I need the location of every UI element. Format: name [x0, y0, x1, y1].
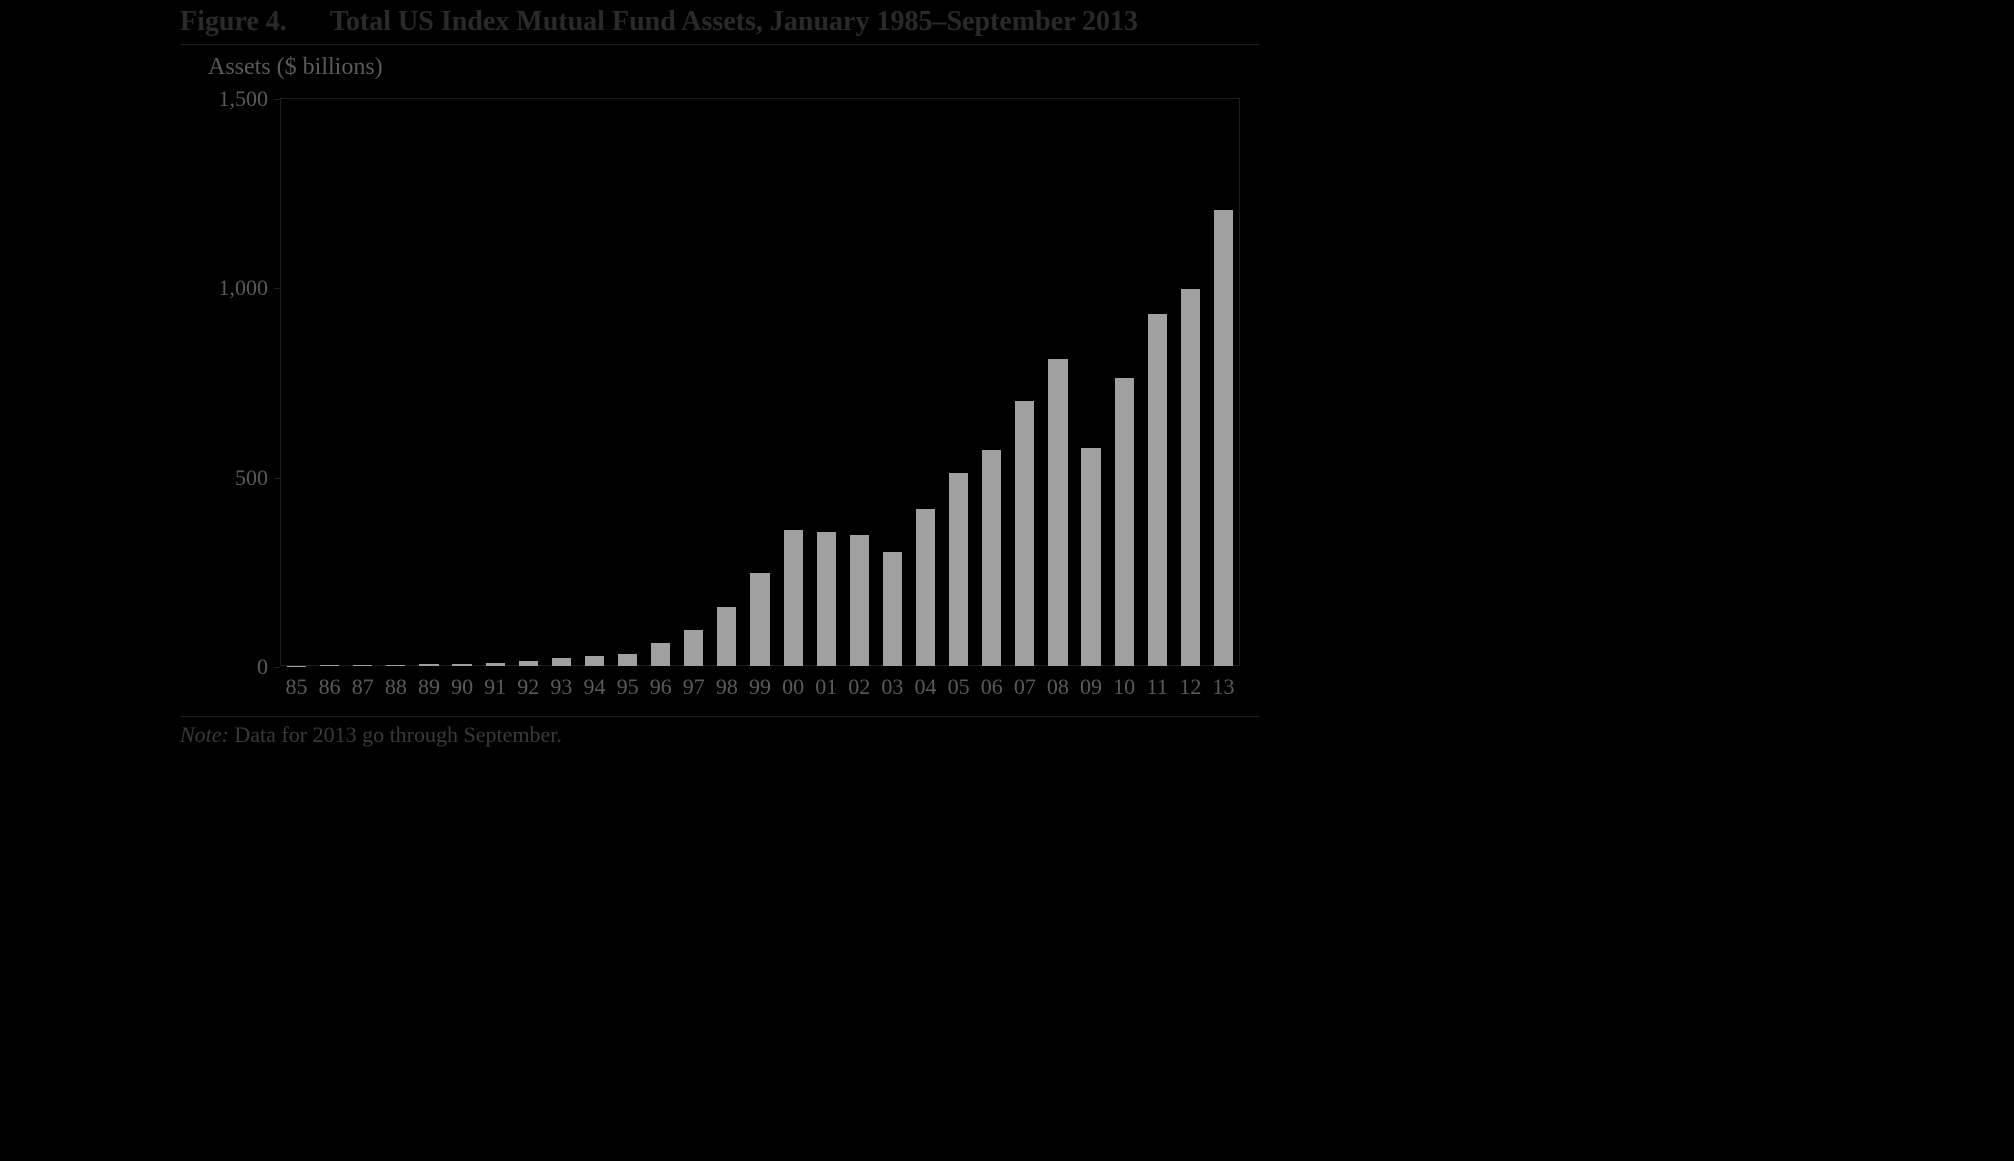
bar — [684, 630, 703, 666]
note-emphasis: Note: — [180, 722, 229, 747]
x-tick-label: 89 — [418, 674, 440, 700]
figure-title: Figure 4. Total US Index Mutual Fund Ass… — [180, 6, 1138, 38]
bar — [850, 535, 869, 666]
x-tick-label: 06 — [981, 674, 1003, 700]
x-tick-label: 99 — [749, 674, 771, 700]
x-tick-label: 13 — [1212, 674, 1234, 700]
x-tick-label: 85 — [286, 674, 308, 700]
bar — [585, 656, 604, 666]
x-tick-label: 97 — [683, 674, 705, 700]
bar — [519, 661, 538, 666]
x-tick-label: 09 — [1080, 674, 1102, 700]
x-tick-label: 07 — [1014, 674, 1036, 700]
y-tick-label: 1,500 — [219, 86, 269, 112]
figure: Figure 4. Total US Index Mutual Fund Ass… — [180, 0, 1260, 800]
x-tick-label: 96 — [650, 674, 672, 700]
x-tick-label: 12 — [1179, 674, 1201, 700]
x-tick-label: 87 — [352, 674, 374, 700]
bar — [817, 532, 836, 666]
bar — [353, 665, 372, 666]
bar — [1214, 210, 1233, 666]
bar — [982, 450, 1001, 666]
bar — [386, 665, 405, 667]
figure-title-text: Total US Index Mutual Fund Assets, Janua… — [330, 6, 1138, 38]
x-tick-label: 88 — [385, 674, 407, 700]
bar — [552, 658, 571, 666]
x-tick-label: 98 — [716, 674, 738, 700]
figure-note: Note: Data for 2013 go through September… — [180, 722, 562, 748]
y-axis-line — [280, 99, 281, 666]
y-tick-mark — [274, 667, 280, 668]
bar — [320, 665, 339, 666]
bar — [486, 663, 505, 666]
bottom-rule — [180, 716, 1260, 717]
bar — [1015, 401, 1034, 666]
x-tick-label: 08 — [1047, 674, 1069, 700]
x-tick-label: 03 — [881, 674, 903, 700]
x-tick-label: 10 — [1113, 674, 1135, 700]
chart-area: Assets ($ billions) 05001,0001,500858687… — [180, 44, 1260, 754]
bar — [1148, 314, 1167, 666]
bar — [784, 530, 803, 666]
bar — [452, 664, 471, 666]
x-tick-label: 02 — [848, 674, 870, 700]
x-tick-label: 91 — [484, 674, 506, 700]
x-tick-label: 01 — [815, 674, 837, 700]
bar — [949, 473, 968, 666]
x-tick-label: 95 — [617, 674, 639, 700]
plot-box: 05001,0001,50085868788899091929394959697… — [280, 98, 1240, 666]
y-tick-mark — [274, 288, 280, 289]
y-tick-label: 500 — [235, 465, 268, 491]
x-tick-label: 92 — [517, 674, 539, 700]
x-tick-label: 94 — [583, 674, 605, 700]
bar — [717, 607, 736, 666]
x-tick-label: 86 — [319, 674, 341, 700]
x-tick-label: 93 — [550, 674, 572, 700]
bar — [651, 643, 670, 666]
bar — [1048, 359, 1067, 666]
bar — [419, 664, 438, 666]
x-tick-label: 00 — [782, 674, 804, 700]
bar — [1081, 448, 1100, 666]
y-axis-title: Assets ($ billions) — [208, 54, 383, 81]
x-tick-label: 11 — [1147, 674, 1168, 700]
y-tick-label: 0 — [257, 654, 268, 680]
bar — [883, 552, 902, 666]
y-tick-label: 1,000 — [219, 275, 269, 301]
note-text: Data for 2013 go through September. — [229, 722, 562, 747]
x-tick-label: 04 — [915, 674, 937, 700]
y-tick-mark — [274, 99, 280, 100]
bar — [916, 509, 935, 666]
x-tick-label: 90 — [451, 674, 473, 700]
figure-label: Figure 4. — [180, 6, 287, 38]
x-tick-label: 05 — [948, 674, 970, 700]
y-tick-mark — [274, 478, 280, 479]
bar — [1181, 289, 1200, 666]
bar — [1115, 378, 1134, 666]
bar — [750, 573, 769, 666]
bar — [618, 654, 637, 666]
